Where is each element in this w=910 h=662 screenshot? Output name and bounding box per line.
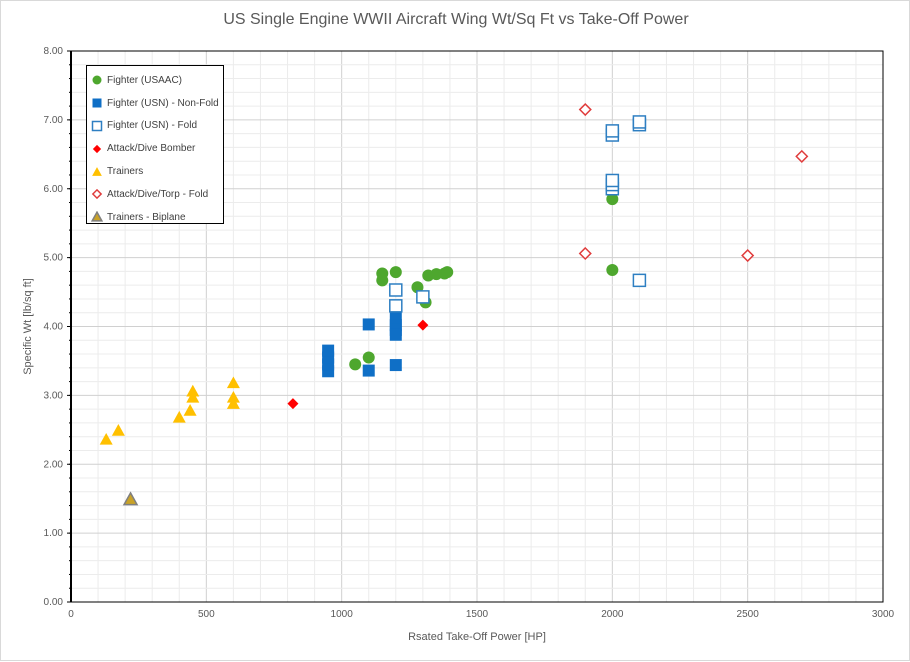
data-point [186,390,200,403]
x-axis-label: Rsated Take-Off Power [HP] [408,631,546,643]
x-tick-label: 0 [68,609,74,620]
data-point [795,149,809,163]
legend-label: Fighter (USAAC) [107,74,183,86]
y-tick-label: 5.00 [44,253,64,264]
data-point [578,246,592,261]
data-point [349,358,362,371]
series-attack-dive-bomber [287,319,429,410]
y-tick-label: 2.00 [44,459,64,470]
data-point [605,173,620,188]
data-point [322,344,335,357]
legend-label: Fighter (USN) - Fold [107,120,198,132]
y-tick-label: 3.00 [44,390,64,401]
y-axis-label: Specific Wt [lb/sq ft] [22,278,34,375]
data-point [362,364,375,377]
data-point [362,351,375,364]
data-point [606,264,619,277]
legend-label: Trainers [107,166,144,178]
series-fighter-usn-non-fold [322,312,402,378]
data-point [578,102,592,117]
data-point [389,283,403,297]
data-point [632,273,647,288]
legend-item: Attack/Dive/Torp - Fold [91,183,223,206]
series-fighter-usaac- [349,193,619,371]
data-point [416,290,430,304]
data-point [606,193,619,206]
chart-title: US Single Engine WWII Aircraft Wing Wt/S… [223,11,689,28]
legend-marker-icon [91,120,103,132]
x-tick-label: 1500 [466,609,489,620]
y-tick-label: 0.00 [44,597,64,608]
series-fighter-usn-fold [389,115,647,313]
data-point [389,299,403,313]
legend-item: Fighter (USN) - Fold [91,115,223,138]
data-point [362,318,375,331]
data-point [389,359,402,372]
data-point [99,432,113,445]
x-tick-label: 500 [198,609,215,620]
data-point [441,266,454,279]
data-point [226,397,240,409]
legend-marker-icon [91,189,103,200]
data-point [741,248,755,263]
data-point [605,124,620,138]
legend-item: Fighter (USAAC) [91,69,223,92]
data-point [417,319,429,331]
legend-item: Trainers [91,160,223,183]
legend-marker-icon [92,75,102,85]
legend-label: Trainers - Biplane [107,211,186,223]
x-tick-label: 3000 [872,609,895,620]
data-point [226,376,240,389]
data-point [172,410,186,423]
series-trainers-biplane [122,491,139,506]
y-tick-label: 1.00 [44,528,64,539]
legend-item: Attack/Dive Bomber [91,137,223,160]
legend-label: Attack/Dive Bomber [107,143,196,155]
data-point [183,404,197,416]
x-tick-label: 1000 [331,609,354,620]
legend-item: Fighter (USN) - Non-Fold [91,92,223,115]
legend-label: Fighter (USN) - Non-Fold [107,97,219,109]
y-tick-label: 8.00 [44,46,64,57]
y-tick-label: 7.00 [44,115,64,126]
series-trainers [99,376,240,445]
y-tick-label: 6.00 [44,184,64,195]
legend: Fighter (USAAC) Fighter (USN) - Non-Fold F… [86,65,224,224]
data-point [287,398,299,410]
data-point [376,274,389,287]
data-point [186,384,200,397]
data-point [226,390,240,403]
legend-label: Attack/Dive/Torp - Fold [107,188,209,200]
legend-marker-icon [92,98,102,108]
data-point [389,266,402,279]
legend-marker-icon [92,166,102,176]
legend-marker-icon [92,144,102,153]
x-tick-label: 2500 [737,609,760,620]
data-point [122,491,139,506]
series-attack-dive-torp-fold [578,102,809,263]
data-point [632,115,647,129]
data-point [389,328,402,341]
x-tick-label: 2000 [601,609,624,620]
legend-marker-icon [91,211,103,222]
legend-item: Trainers - Biplane [91,206,223,229]
data-point [111,424,125,436]
y-tick-label: 4.00 [44,322,64,333]
